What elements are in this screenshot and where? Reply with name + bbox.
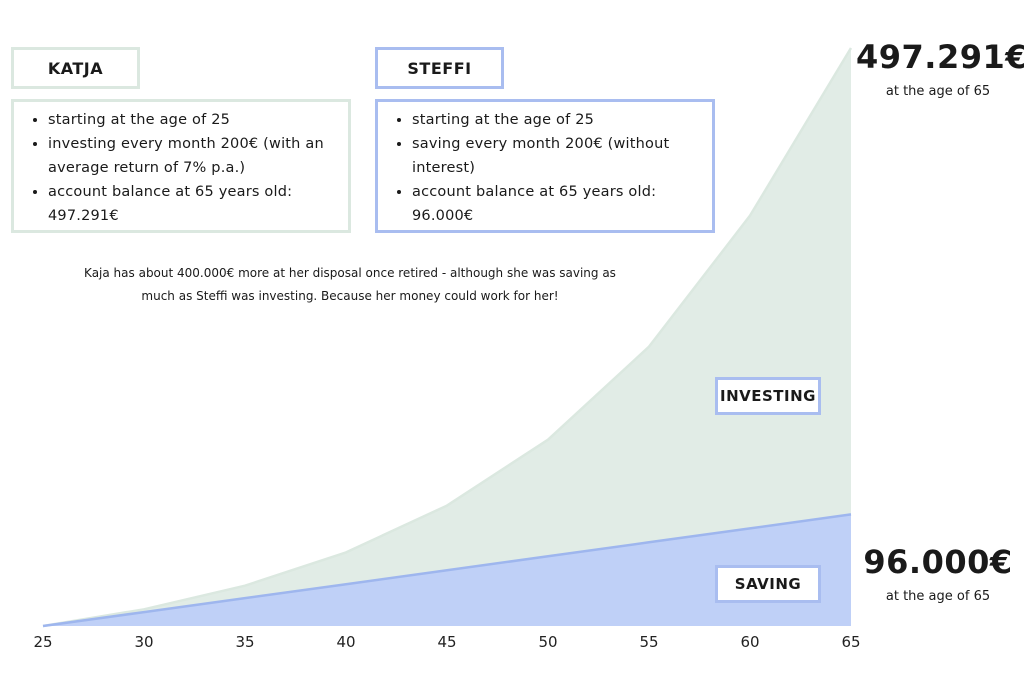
steffi-label: STEFFI (375, 47, 504, 89)
list-item: investing every month 200€ (with an aver… (48, 132, 340, 180)
investing-line (42, 47, 853, 628)
list-item: account balance at 65 years old: 497.291… (48, 180, 340, 228)
saving-line (42, 513, 852, 628)
list-item: starting at the age of 25 (48, 108, 340, 132)
saving-total: 96.000€ at the age of 65 (856, 543, 1020, 607)
saving-label: SAVING (715, 565, 821, 603)
investing-label: INVESTING (715, 377, 821, 415)
x-tick-label: 65 (841, 633, 860, 651)
x-tick-label: 50 (538, 633, 557, 651)
steffi-title: STEFFI (407, 58, 472, 78)
steffi-bullets: starting at the age of 25 saving every m… (378, 108, 704, 228)
saving-total-value: 96.000€ (863, 543, 1013, 581)
steffi-info-box: starting at the age of 25 saving every m… (375, 99, 715, 233)
investing-label-text: INVESTING (720, 387, 816, 405)
katja-bullets: starting at the age of 25 investing ever… (14, 108, 340, 228)
x-tick-label: 25 (33, 633, 52, 651)
investing-total-value: 497.291€ (856, 38, 1024, 76)
comparison-note: Kaja has about 400.000€ more at her disp… (84, 266, 616, 303)
list-item: starting at the age of 25 (412, 108, 704, 132)
x-tick-label: 45 (437, 633, 456, 651)
saving-total-caption: at the age of 65 (885, 589, 991, 604)
investing-total: 497.291€ at the age of 65 (856, 38, 1024, 102)
x-tick-label: 60 (740, 633, 759, 651)
x-tick-label: 35 (235, 633, 254, 651)
katja-label: KATJA (11, 47, 140, 89)
investing-total-caption: at the age of 65 (885, 84, 991, 99)
investing-area (43, 48, 851, 626)
x-tick-label: 40 (336, 633, 355, 651)
list-item: account balance at 65 years old: 96.000€ (412, 180, 704, 228)
katja-info-box: starting at the age of 25 investing ever… (11, 99, 351, 233)
list-item: saving every month 200€ (without interes… (412, 132, 704, 180)
x-tick-label: 30 (134, 633, 153, 651)
katja-title: KATJA (47, 58, 104, 78)
x-tick-label: 55 (639, 633, 658, 651)
saving-label-text: SAVING (734, 575, 802, 593)
